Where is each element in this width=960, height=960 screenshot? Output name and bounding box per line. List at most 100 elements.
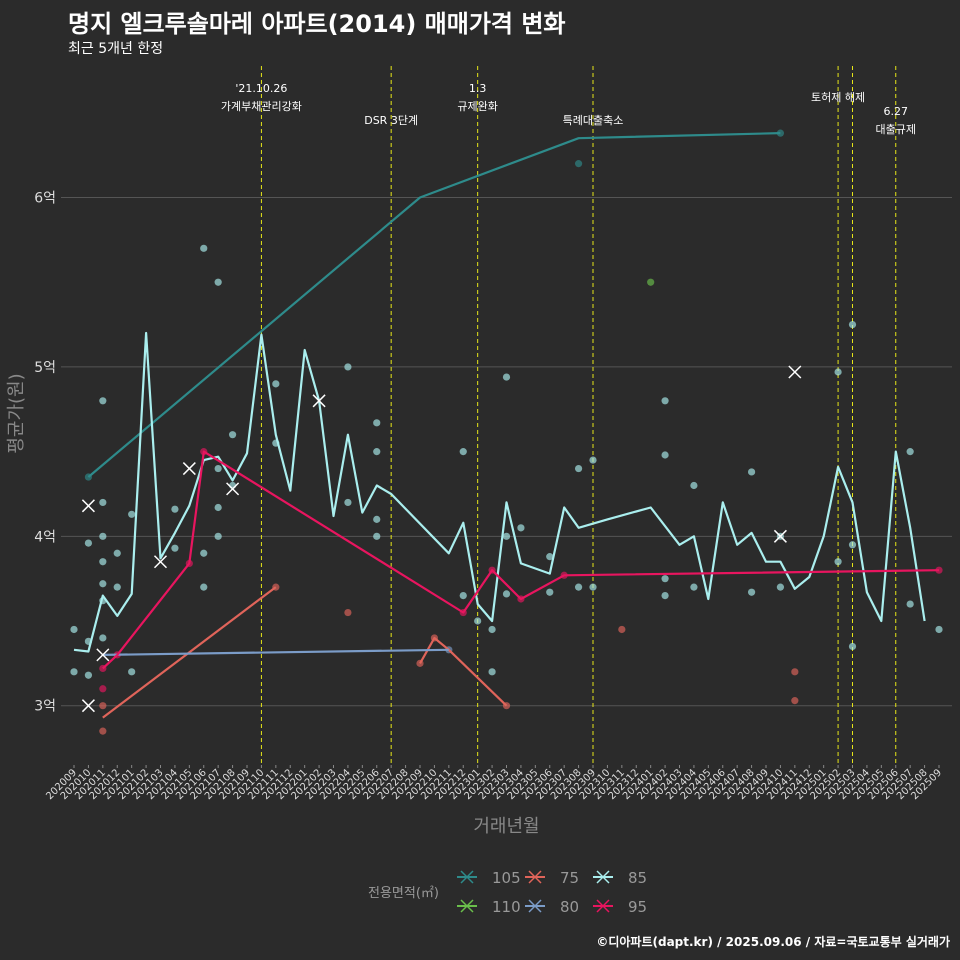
legend-item-95: 95 — [593, 898, 647, 916]
cross-stroke — [81, 499, 95, 513]
cross-stroke — [81, 699, 95, 713]
cross-stroke — [96, 648, 110, 662]
cross-stroke — [788, 365, 802, 379]
cancel-mark-85 — [788, 365, 802, 379]
data-point-85 — [502, 532, 511, 540]
data-point-85 — [661, 575, 669, 583]
event-label: 6.27 — [884, 105, 909, 118]
data-point-75 — [344, 608, 352, 617]
data-point-85 — [848, 320, 857, 329]
data-point-85 — [474, 617, 482, 625]
data-point-85 — [200, 549, 208, 557]
cancel-mark-85 — [182, 462, 196, 476]
data-point-85 — [690, 583, 698, 591]
data-point-85 — [70, 668, 78, 676]
data-point-85 — [128, 510, 136, 518]
data-point-85 — [214, 464, 222, 473]
data-point-85 — [373, 515, 381, 523]
cross-stroke — [226, 482, 240, 496]
legend-label: 85 — [628, 869, 647, 887]
event-label: 규제완화 — [457, 100, 497, 113]
legend-swatch-cross — [528, 899, 542, 913]
data-point-85 — [906, 600, 914, 608]
data-point-85 — [459, 592, 467, 600]
data-point-85 — [344, 363, 352, 371]
event-label: 특례대출축소 — [563, 114, 624, 127]
data-point-85 — [128, 668, 136, 676]
legend-title: 전용면적(㎡) — [368, 886, 439, 901]
event-label: DSR 3단계 — [364, 114, 418, 127]
data-point-85 — [776, 583, 785, 591]
legend-swatch-cross — [460, 899, 474, 913]
y-axis-title: 평균가(원) — [6, 373, 27, 453]
legend-swatch-cross — [528, 870, 542, 884]
cross-stroke — [312, 394, 326, 408]
data-point-85 — [171, 544, 179, 552]
data-point-85 — [373, 448, 381, 456]
data-point-95 — [935, 566, 943, 574]
data-point-75 — [791, 697, 799, 705]
data-point-75 — [99, 727, 107, 735]
legend-label: 95 — [628, 898, 647, 916]
legend-item-75: 75 — [525, 869, 579, 887]
series-line-80 — [102, 648, 449, 656]
legend-item-105: 105 — [457, 869, 521, 887]
series-line-95 — [102, 450, 940, 670]
event-label: 1.3 — [469, 82, 487, 95]
data-point-85 — [99, 397, 107, 405]
legend-swatch-cross — [596, 870, 610, 884]
data-point-85 — [848, 541, 857, 549]
data-point-85 — [459, 448, 467, 456]
y-tick-label: 4억 — [34, 529, 56, 545]
data-point-85 — [589, 583, 597, 591]
data-point-85 — [935, 625, 943, 634]
event-label: 대출규제 — [876, 123, 916, 136]
legend-label: 80 — [560, 898, 579, 916]
data-point-85 — [834, 368, 842, 376]
data-point-85 — [502, 373, 511, 381]
legend-item-80: 80 — [525, 898, 579, 916]
data-point-85 — [589, 456, 597, 464]
data-point-85 — [99, 558, 107, 566]
data-point-75 — [99, 702, 107, 710]
y-tick-label: 6억 — [34, 191, 56, 207]
event-label: 가계부채관리강화 — [221, 100, 302, 113]
cancel-mark-85 — [81, 699, 95, 713]
data-point-85 — [517, 524, 525, 532]
data-point-85 — [661, 451, 669, 459]
x-axis-title: 거래년월 — [473, 816, 539, 837]
data-point-85 — [99, 634, 107, 642]
data-point-85 — [747, 588, 756, 596]
data-point-85 — [113, 549, 121, 557]
legend-swatch-cross — [460, 870, 474, 884]
cross-stroke — [773, 529, 787, 543]
legend-item-110: 110 — [457, 898, 521, 916]
data-point-85 — [99, 580, 107, 588]
data-point-85 — [214, 532, 222, 540]
data-point-85 — [661, 592, 669, 600]
cancel-mark-85 — [226, 482, 240, 496]
data-point-85 — [171, 505, 179, 513]
data-point-85 — [502, 590, 511, 598]
cancel-mark-85 — [312, 394, 326, 408]
y-tick-label: 5억 — [34, 360, 56, 376]
data-point-85 — [84, 671, 93, 679]
data-point-85 — [574, 583, 583, 591]
y-tick-label: 3억 — [34, 699, 56, 715]
data-point-85 — [99, 532, 107, 540]
legend-label: 110 — [492, 898, 521, 916]
cancel-mark-85 — [81, 499, 95, 513]
cancel-mark-85 — [773, 529, 787, 543]
cancel-mark-85 — [153, 555, 168, 569]
data-point-85 — [99, 498, 107, 507]
data-point-85 — [834, 558, 842, 566]
data-point-85 — [848, 642, 857, 651]
data-point-85 — [200, 583, 208, 591]
data-point-85 — [373, 532, 381, 540]
event-label: 토허제 해제 — [811, 90, 865, 104]
data-point-75 — [618, 625, 626, 634]
data-point-85 — [84, 539, 93, 547]
data-point-110 — [647, 278, 655, 286]
cross-stroke — [153, 555, 168, 569]
